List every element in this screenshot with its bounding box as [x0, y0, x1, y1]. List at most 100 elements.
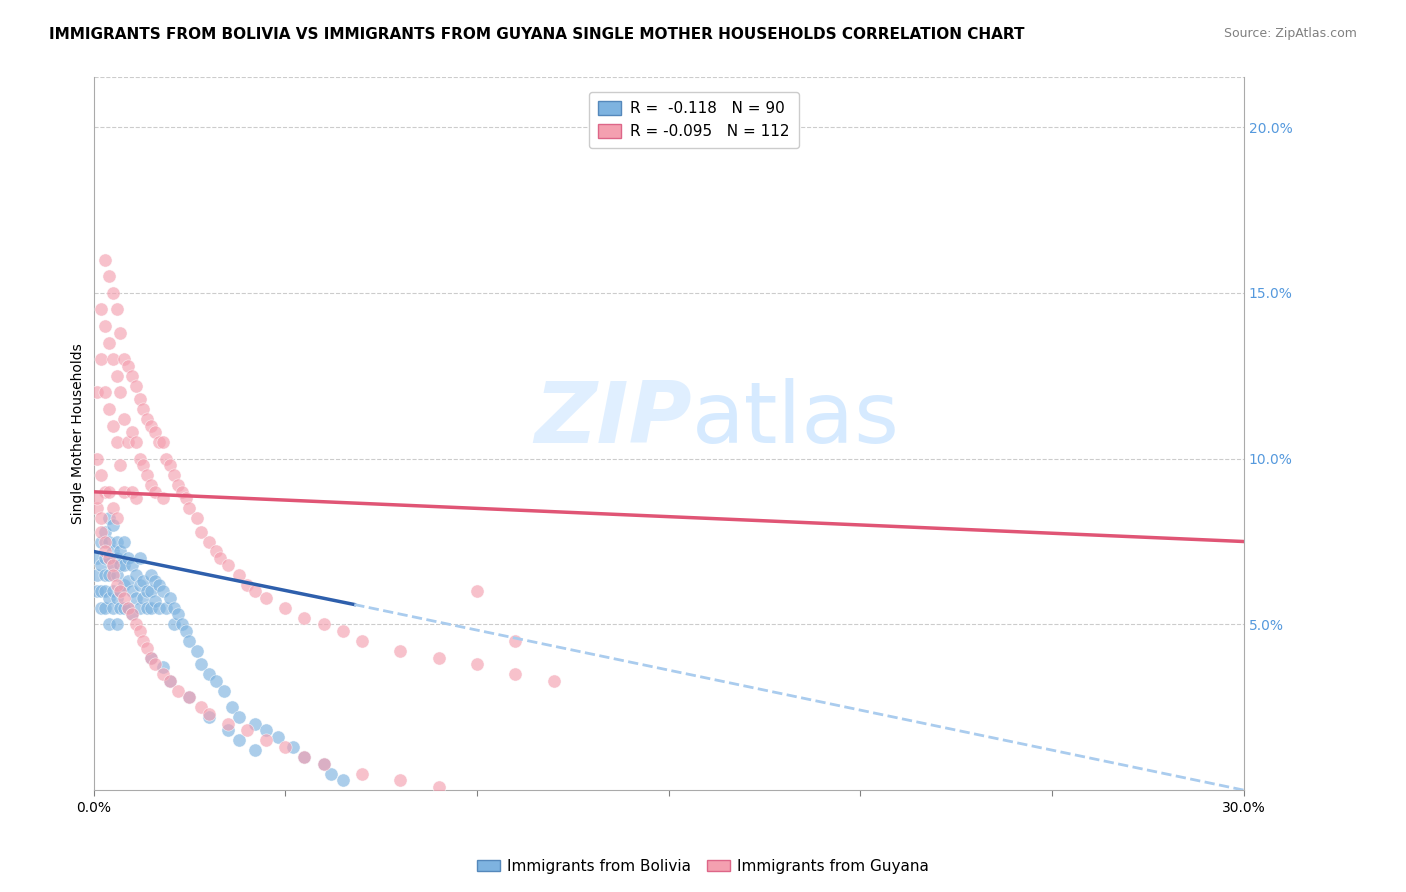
Point: [163, 468, 186, 483]
Point: [94, 484, 117, 499]
Point: [97, 534, 120, 549]
Point: [254, 723, 277, 738]
Point: [312, 617, 335, 632]
Point: [125, 617, 148, 632]
Point: [110, 584, 132, 599]
Point: [205, 544, 228, 558]
Point: [97, 484, 120, 499]
Point: [86, 501, 108, 516]
Point: [243, 716, 266, 731]
Point: [110, 544, 132, 558]
Point: [221, 700, 243, 714]
Point: [101, 584, 124, 599]
Point: [105, 435, 128, 450]
Point: [217, 723, 239, 738]
Point: [97, 511, 120, 525]
Point: [117, 359, 139, 373]
Point: [266, 730, 288, 744]
Point: [170, 617, 193, 632]
Point: [174, 491, 197, 506]
Point: [110, 326, 132, 340]
Point: [110, 584, 132, 599]
Text: IMMIGRANTS FROM BOLIVIA VS IMMIGRANTS FROM GUYANA SINGLE MOTHER HOUSEHOLDS CORRE: IMMIGRANTS FROM BOLIVIA VS IMMIGRANTS FR…: [49, 27, 1025, 42]
Point: [179, 634, 201, 648]
Point: [274, 739, 297, 754]
Point: [121, 558, 143, 572]
Point: [217, 558, 239, 572]
Point: [110, 558, 132, 572]
Point: [228, 567, 250, 582]
Point: [128, 577, 150, 591]
Point: [212, 683, 235, 698]
Point: [139, 478, 162, 492]
Point: [505, 634, 527, 648]
Point: [427, 650, 450, 665]
Point: [243, 743, 266, 757]
Point: [236, 723, 259, 738]
Point: [101, 285, 124, 300]
Point: [112, 558, 135, 572]
Point: [465, 657, 488, 672]
Point: [197, 534, 219, 549]
Point: [132, 591, 155, 605]
Point: [90, 302, 112, 317]
Point: [125, 491, 148, 506]
Point: [143, 484, 166, 499]
Point: [105, 534, 128, 549]
Point: [170, 484, 193, 499]
Point: [105, 511, 128, 525]
Point: [136, 584, 159, 599]
Point: [190, 524, 212, 539]
Point: [155, 600, 177, 615]
Point: [105, 591, 128, 605]
Point: [97, 567, 120, 582]
Point: [128, 600, 150, 615]
Point: [139, 584, 162, 599]
Point: [163, 617, 186, 632]
Text: Source: ZipAtlas.com: Source: ZipAtlas.com: [1223, 27, 1357, 40]
Point: [101, 567, 124, 582]
Point: [139, 418, 162, 433]
Point: [97, 591, 120, 605]
Point: [312, 756, 335, 771]
Point: [94, 567, 117, 582]
Point: [101, 352, 124, 367]
Point: [139, 600, 162, 615]
Point: [94, 534, 117, 549]
Point: [197, 710, 219, 724]
Legend: R =  -0.118   N = 90, R = -0.095   N = 112: R = -0.118 N = 90, R = -0.095 N = 112: [589, 92, 799, 148]
Point: [179, 690, 201, 705]
Point: [143, 425, 166, 439]
Point: [97, 401, 120, 416]
Point: [125, 435, 148, 450]
Point: [90, 511, 112, 525]
Point: [125, 378, 148, 392]
Point: [101, 558, 124, 572]
Point: [132, 458, 155, 473]
Point: [128, 551, 150, 566]
Point: [217, 716, 239, 731]
Point: [139, 650, 162, 665]
Point: [86, 491, 108, 506]
Point: [97, 551, 120, 566]
Point: [155, 451, 177, 466]
Point: [90, 352, 112, 367]
Point: [197, 667, 219, 681]
Point: [152, 667, 174, 681]
Point: [159, 673, 181, 688]
Point: [117, 600, 139, 615]
Point: [117, 435, 139, 450]
Point: [228, 710, 250, 724]
Point: [148, 577, 170, 591]
Point: [121, 607, 143, 622]
Point: [112, 577, 135, 591]
Point: [117, 574, 139, 589]
Point: [132, 574, 155, 589]
Point: [152, 584, 174, 599]
Point: [90, 584, 112, 599]
Point: [94, 584, 117, 599]
Point: [332, 773, 354, 788]
Point: [121, 368, 143, 383]
Point: [132, 401, 155, 416]
Point: [112, 591, 135, 605]
